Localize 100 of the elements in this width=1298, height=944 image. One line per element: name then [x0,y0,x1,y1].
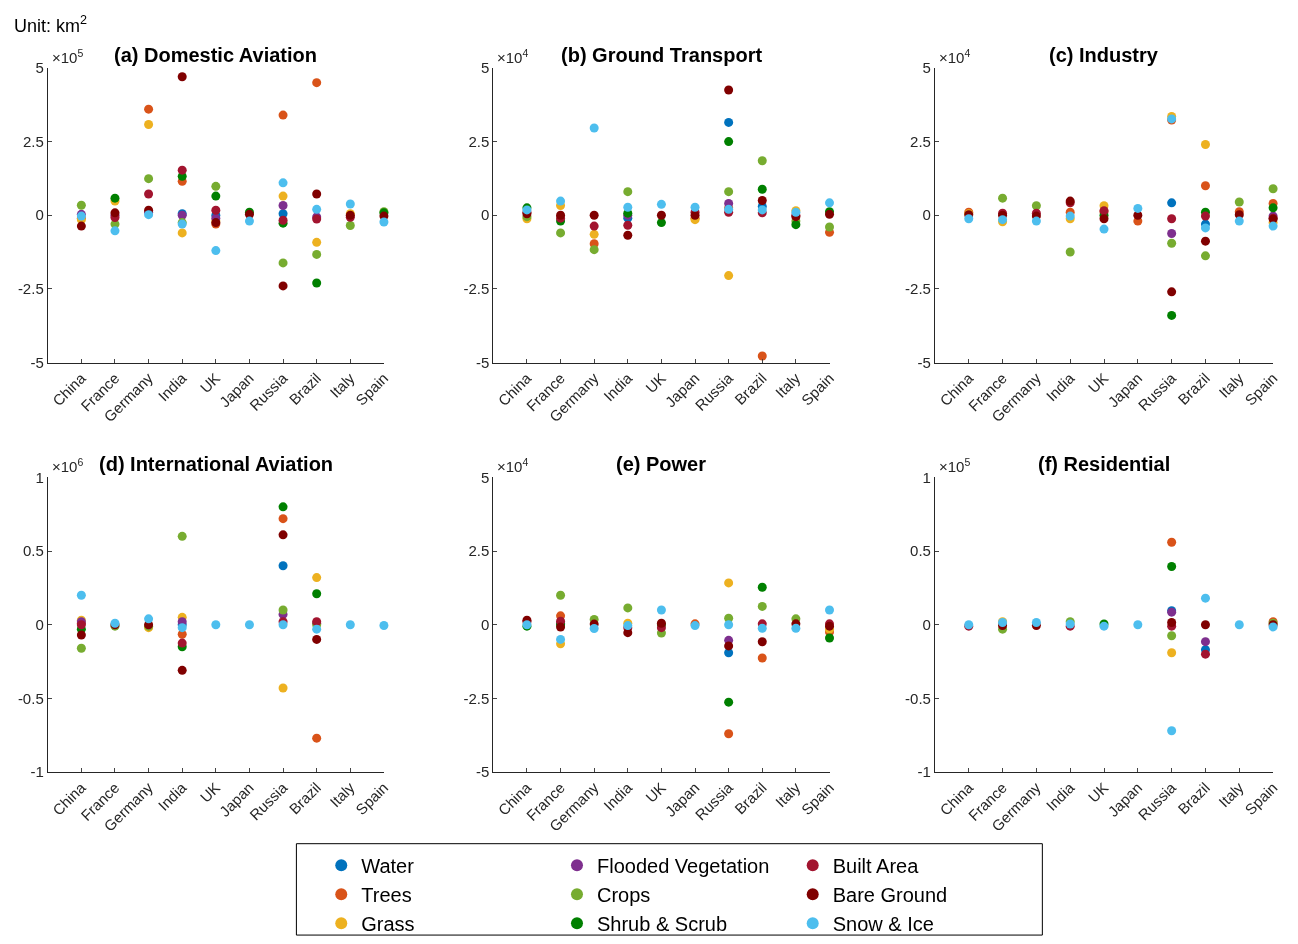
y-tick-label: -2.5 [463,689,490,707]
point [825,633,835,643]
point [1167,214,1177,224]
y-tick-label: -5 [475,353,490,371]
legend-label: Snow & Ice [832,912,934,935]
point [1031,216,1041,226]
text: Unit: km$^{2}$ [14,13,88,36]
point [757,351,767,361]
x-tick-label: UK [1084,778,1112,806]
point [1200,181,1210,191]
point [345,199,355,209]
point [656,199,666,209]
point [1234,197,1244,207]
y-tick-label: -5 [475,763,490,781]
chart-title: (a) Domestic Aviation [114,44,317,66]
point [144,614,154,624]
point [1268,203,1278,213]
y-tick-label: 2.5 [468,132,490,150]
point [1167,618,1177,627]
point [623,202,633,212]
point [278,502,288,512]
point [757,582,767,592]
point [757,637,767,647]
point [589,229,599,239]
point [278,191,288,201]
text: ×10$^{6}$ [52,456,84,476]
point [724,641,734,651]
point [211,191,221,201]
point [623,230,633,240]
point [1167,648,1177,658]
y-tick-label: 5 [480,468,490,486]
point [1099,224,1109,234]
point [177,72,187,82]
point [757,623,767,633]
chart-title: (c) Industry [1049,44,1159,66]
point [144,174,154,184]
chart-title: (b) Ground Transport [561,44,763,66]
point [278,110,288,120]
y-tick-label: 0 [480,615,490,633]
point [1200,211,1210,221]
point [76,221,86,231]
point [757,601,767,611]
y-tick-label: -5 [30,353,44,371]
point [656,605,666,615]
y-tick-label: 1 [922,468,931,486]
point [278,201,288,210]
point [312,278,322,288]
legend-label: Bare Ground [832,883,948,906]
x-tick-label: UK [642,369,669,397]
point [278,683,288,693]
point [278,530,288,540]
point [278,605,288,615]
point [589,210,599,220]
y-tick-label: -1 [30,763,44,781]
point [1200,620,1210,630]
point [724,729,734,739]
point [556,590,566,600]
point [656,210,666,220]
point [998,193,1008,203]
legend-label: Crops [596,883,651,906]
point [379,217,389,227]
y-tick-label: -0.5 [905,689,931,707]
x-tick-label: UK [196,778,224,806]
point [1200,223,1210,233]
point [1167,198,1177,208]
point [1200,140,1210,150]
point [825,198,835,208]
legend-label: Shrub & Scrub [596,912,728,935]
point [724,187,734,197]
chart-title: (e) Power [616,453,707,475]
y-tick-label: 5 [35,59,44,77]
point [177,228,187,238]
point [312,634,322,644]
point [724,137,734,147]
legend-label: Water [361,854,415,877]
point [144,119,154,129]
point [1200,649,1210,659]
point [623,187,633,197]
y-tick-label: 2.5 [468,542,490,560]
point [1167,537,1177,547]
legend-label: Flooded Vegetation [596,854,770,877]
y-tick-label: 0.5 [22,542,44,560]
text: ×10$^{4}$ [939,47,971,67]
point [1200,236,1210,246]
text: ×10$^{4}$ [497,47,529,67]
y-tick-label: 2.5 [910,132,931,150]
y-tick-label: 1 [35,468,44,486]
chart-title: (d) International Aviation [99,453,334,475]
y-tick-label: 0 [922,615,931,633]
point [757,156,767,166]
point [724,578,734,588]
point [656,218,666,228]
point [623,220,633,230]
point [1200,593,1210,603]
text: ×10$^{5}$ [939,456,971,476]
x-tick-label: UK [1084,369,1112,397]
y-tick-label: -5 [917,353,931,371]
point [589,624,599,634]
y-tick-label: 5 [480,59,490,77]
point [312,249,322,259]
